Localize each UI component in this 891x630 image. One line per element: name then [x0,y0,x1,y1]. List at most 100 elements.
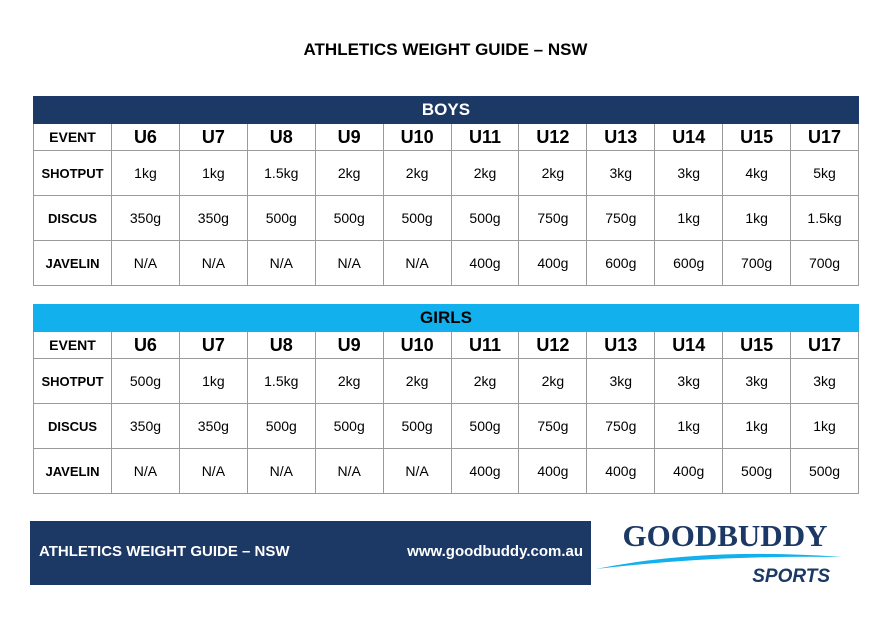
weight-cell: N/A [178,240,248,286]
weight-cell: N/A [246,240,316,286]
weight-cell: 700g [722,240,792,286]
weight-cell: 1kg [178,358,248,404]
weight-cell: 500g [314,403,384,449]
weight-cell: N/A [314,448,384,494]
weight-cell: 4kg [722,150,792,196]
weight-cell: 500g [382,195,452,241]
event-name: JAVELIN [33,240,112,286]
boys-table-body: BOYS EVENT U6 U7 U8 U9 U10 U11 U12 U13 U14 U15 U17 SH… [33,96,859,286]
age-group-header: U7 [178,331,248,359]
age-group-header: U9 [314,123,384,151]
age-group-header: U9 [314,331,384,359]
weight-cell: 350g [111,195,180,241]
weight-cell: 1.5kg [790,195,859,241]
weight-cell: 350g [178,195,248,241]
event-name: SHOTPUT [33,150,112,196]
age-group-header: U13 [586,331,656,359]
age-group-header: U6 [111,123,180,151]
boys-heading: BOYS [33,96,859,124]
table-row: DISCUS 350g 350g 500g 500g 500g 500g 750g 750g 1k… [33,195,859,241]
weight-cell: 3kg [586,358,656,404]
age-group-header: U14 [654,123,724,151]
weight-cell: 2kg [450,358,520,404]
weight-cell: 500g [111,358,180,404]
weight-cell: N/A [382,448,452,494]
logo-name: GOODBUDDY [623,518,828,553]
age-group-header: U14 [654,331,724,359]
weight-cell: 1kg [178,150,248,196]
age-group-header: U17 [790,331,859,359]
weight-cell: 3kg [722,358,792,404]
age-group-header: U6 [111,331,180,359]
weight-cell: N/A [314,240,384,286]
weight-cell: 350g [111,403,180,449]
footer-url[interactable]: www.goodbuddy.com.au [407,543,583,560]
weight-cell: N/A [111,240,180,286]
weight-cell: 400g [450,240,520,286]
weight-cell: 350g [178,403,248,449]
event-name: DISCUS [33,403,112,449]
age-group-header: U8 [246,123,316,151]
age-group-header: U15 [722,331,792,359]
weight-cell: 500g [450,195,520,241]
girls-table-body: GIRLS EVENT U6 U7 U8 U9 U10 U11 U12 U13 U14 U15 U17 S… [33,304,859,494]
weight-cell: 600g [654,240,724,286]
weight-cell: 1.5kg [246,358,316,404]
weight-cell: N/A [382,240,452,286]
boys-heading-row: BOYS [33,96,859,124]
weight-cell: 400g [586,448,656,494]
weight-cell: 400g [450,448,520,494]
weight-cell: 2kg [382,358,452,404]
event-column-header: EVENT [33,123,112,151]
weight-cell: 3kg [654,150,724,196]
weight-cell: 2kg [518,358,588,404]
boys-table: BOYS EVENT U6 U7 U8 U9 U10 U11 U12 U13 U14 U15 U17 SH… [33,96,859,286]
table-row: DISCUS 350g 350g 500g 500g 500g 500g 750g 750g 1k… [33,403,859,449]
weight-cell: 3kg [654,358,724,404]
girls-table: GIRLS EVENT U6 U7 U8 U9 U10 U11 U12 U13 U14 U15 U17 S… [33,304,859,494]
table-row: SHOTPUT 500g 1kg 1.5kg 2kg 2kg 2kg 2kg 3kg 3kg 3kg… [33,358,859,404]
weight-cell: 2kg [314,150,384,196]
weight-cell: 2kg [518,150,588,196]
footer-bar: ATHLETICS WEIGHT GUIDE – NSW www.goodbud… [30,521,591,585]
weight-cell: 1kg [722,403,792,449]
weight-cell: 750g [586,195,656,241]
age-group-header: U11 [450,123,520,151]
weight-cell: 5kg [790,150,859,196]
weight-cell: 1kg [654,195,724,241]
weight-cell: 1kg [790,403,859,449]
weight-cell: 2kg [314,358,384,404]
weight-cell: 500g [790,448,859,494]
weight-cell: 500g [722,448,792,494]
logo-tagline: SPORTS [752,566,830,587]
age-group-header: U7 [178,123,248,151]
table-row: JAVELIN N/A N/A N/A N/A N/A 400g 400g 600g 600g 70… [33,240,859,286]
goodbuddy-logo-icon: GOODBUDDY SPORTS [596,518,842,587]
age-group-header: U10 [382,123,452,151]
weight-cell: N/A [111,448,180,494]
weight-cell: 500g [314,195,384,241]
weight-cell: 3kg [586,150,656,196]
logo-swoosh-icon [596,553,842,569]
weight-cell: 750g [518,195,588,241]
girls-heading: GIRLS [33,304,859,332]
weight-cell: 750g [586,403,656,449]
footer-title: ATHLETICS WEIGHT GUIDE – NSW [39,543,290,560]
table-row: SHOTPUT 1kg 1kg 1.5kg 2kg 2kg 2kg 2kg 3kg 3kg 4kg 5… [33,150,859,196]
table-row: JAVELIN N/A N/A N/A N/A N/A 400g 400g 400g 400g 50… [33,448,859,494]
weight-cell: 400g [654,448,724,494]
page-title: ATHLETICS WEIGHT GUIDE – NSW [303,40,588,59]
weight-cell: 500g [450,403,520,449]
weight-cell: 750g [518,403,588,449]
girls-heading-row: GIRLS [33,304,859,332]
weight-cell: 1kg [654,403,724,449]
age-group-header: U12 [518,123,588,151]
weight-cell: 2kg [450,150,520,196]
event-name: SHOTPUT [33,358,112,404]
age-group-header: U12 [518,331,588,359]
weight-cell: 1.5kg [246,150,316,196]
age-group-header: U10 [382,331,452,359]
age-group-header: U17 [790,123,859,151]
weight-cell: 500g [246,195,316,241]
weight-cell: 500g [246,403,316,449]
